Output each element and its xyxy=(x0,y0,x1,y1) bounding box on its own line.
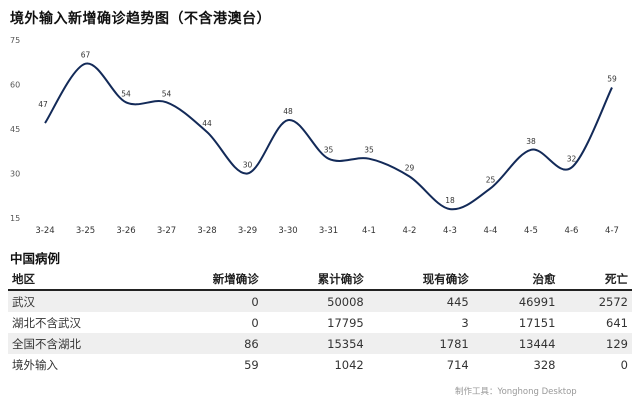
header-cured: 治愈 xyxy=(472,268,560,291)
cell-new-confirmed: 0 xyxy=(157,290,263,312)
cell-deaths: 641 xyxy=(606,315,628,330)
cell-cured: 46991 xyxy=(472,290,560,312)
data-label: 29 xyxy=(405,163,415,172)
cell-current-confirmed: 3 xyxy=(461,315,469,330)
x-tick-label: 3-26 xyxy=(116,226,135,236)
cell-cured: 17151 xyxy=(518,315,556,330)
y-tick-label: 30 xyxy=(10,170,20,179)
data-label: 32 xyxy=(567,155,577,164)
credit-text: 制作工具：Yonghong Desktop xyxy=(455,387,577,397)
header-total-confirmed: 累计确诊 xyxy=(262,268,368,291)
data-label: 54 xyxy=(121,89,131,98)
x-tick-label: 3-30 xyxy=(278,226,297,236)
cell-new-confirmed: 59 xyxy=(244,357,259,372)
cell-current-confirmed: 445 xyxy=(367,290,473,312)
y-tick-label: 75 xyxy=(10,36,20,45)
section-title: 中国病例 xyxy=(10,251,61,266)
y-tick-label: 60 xyxy=(10,81,20,90)
x-tick-label: 3-24 xyxy=(35,226,54,236)
cell-total-confirmed: 17795 xyxy=(327,315,364,330)
cell-total-confirmed: 50008 xyxy=(262,290,368,312)
x-axis: 3-24 3-25 3-26 3-27 3-28 3-29 3-30 3-31 4-1 4-2 4-… xyxy=(35,226,619,236)
x-tick-label: 3-31 xyxy=(319,226,338,236)
cell-new-confirmed: 86 xyxy=(157,333,263,354)
table-header-row: 地区 新增确诊 累计确诊 现有确诊 治愈 死亡 xyxy=(8,268,632,291)
x-tick-label: 3-27 xyxy=(157,226,176,236)
cell-deaths: 129 xyxy=(559,333,632,354)
header-deaths: 死亡 xyxy=(559,268,632,291)
cell-current-confirmed: 714 xyxy=(446,357,469,372)
x-tick-label: 3-25 xyxy=(76,226,95,236)
y-tick-label: 15 xyxy=(10,214,20,223)
header-region: 地区 xyxy=(8,268,158,291)
cell-region: 境外输入 xyxy=(12,357,58,372)
cell-total-confirmed: 15354 xyxy=(262,333,368,354)
table-row: 全国不含湖北 86 15354 1781 13444 129 xyxy=(8,333,632,354)
data-label: 48 xyxy=(283,107,293,116)
cell-current-confirmed: 1781 xyxy=(367,333,473,354)
cell-cured: 13444 xyxy=(472,333,560,354)
data-label: 38 xyxy=(526,137,536,146)
data-label: 54 xyxy=(162,89,172,98)
x-tick-label: 3-29 xyxy=(238,226,257,236)
table-row: 境外输入 59 1042 714 328 0 xyxy=(8,354,632,375)
data-label: 18 xyxy=(445,196,455,205)
data-label: 35 xyxy=(364,146,374,155)
cell-deaths: 2572 xyxy=(559,290,632,312)
data-label: 59 xyxy=(607,74,617,83)
cases-table: 地区 新增确诊 累计确诊 现有确诊 治愈 死亡 武汉 0 50008 445 4… xyxy=(8,268,632,375)
data-labels: 47 67 54 54 44 30 48 35 35 29 18 25 38 32 59 xyxy=(38,51,617,205)
data-label: 44 xyxy=(202,119,212,128)
data-label: 47 xyxy=(38,100,48,109)
cell-region: 武汉 xyxy=(8,290,158,312)
x-tick-label: 4-4 xyxy=(484,226,498,236)
data-label: 67 xyxy=(81,51,91,60)
table-row: 武汉 0 50008 445 46991 2572 xyxy=(8,290,632,312)
data-label: 30 xyxy=(243,161,253,170)
x-tick-label: 4-5 xyxy=(524,226,538,236)
header-current-confirmed: 现有确诊 xyxy=(367,268,473,291)
cell-deaths: 0 xyxy=(620,357,628,372)
x-tick-label: 4-2 xyxy=(403,226,417,236)
y-tick-label: 45 xyxy=(10,125,20,134)
header-new-confirmed: 新增确诊 xyxy=(157,268,263,291)
chart-title: 境外输入新增确诊趋势图（不含港澳台） xyxy=(10,11,271,27)
cell-region: 全国不含湖北 xyxy=(8,333,158,354)
x-tick-label: 4-1 xyxy=(362,226,376,236)
x-tick-label: 4-6 xyxy=(565,226,579,236)
series-line xyxy=(44,62,613,211)
cell-total-confirmed: 1042 xyxy=(334,357,364,372)
x-tick-label: 4-3 xyxy=(443,226,457,236)
cell-cured: 328 xyxy=(533,357,556,372)
table-row: 湖北不含武汉 0 17795 3 17151 641 xyxy=(8,312,632,333)
cell-new-confirmed: 0 xyxy=(251,315,259,330)
x-tick-label: 4-7 xyxy=(605,226,619,236)
y-axis: 15 30 45 60 75 xyxy=(10,36,20,223)
data-label: 25 xyxy=(486,175,496,184)
cell-region: 湖北不含武汉 xyxy=(12,315,81,330)
data-label: 35 xyxy=(324,146,334,155)
x-tick-label: 3-28 xyxy=(197,226,216,236)
